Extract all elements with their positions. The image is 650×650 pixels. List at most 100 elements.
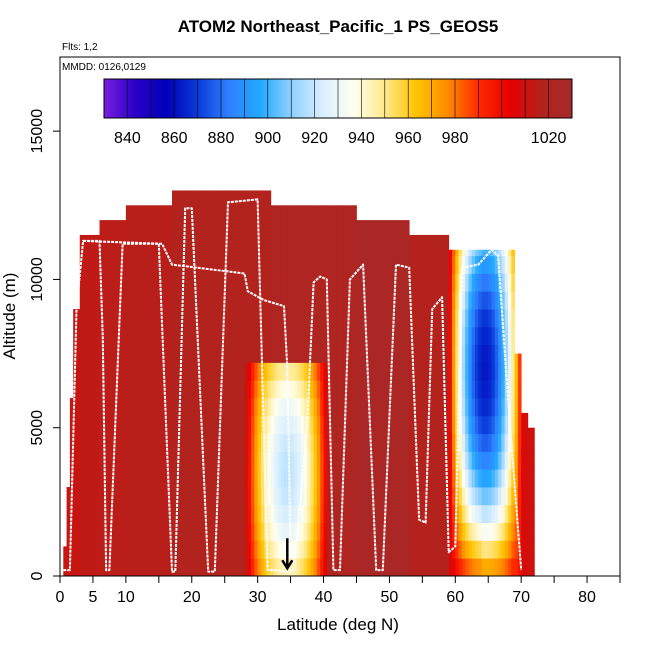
heatmap-cell xyxy=(234,398,239,417)
heatmap-cell xyxy=(419,234,423,239)
heatmap-cell xyxy=(125,362,130,381)
heatmap-cell xyxy=(122,237,127,257)
heatmap-cell xyxy=(412,309,417,328)
heatmap-cell xyxy=(531,427,535,435)
heatmap-cell xyxy=(260,362,265,381)
heatmap-cell xyxy=(185,433,189,452)
heatmap-cell xyxy=(300,398,305,417)
heatmap-cell xyxy=(92,237,97,257)
heatmap-cell xyxy=(478,433,483,452)
heatmap-cell xyxy=(415,234,420,239)
heatmap-cell xyxy=(494,380,499,399)
heatmap-cell xyxy=(208,415,212,435)
heatmap-cell xyxy=(399,220,403,239)
heatmap-cell xyxy=(122,451,127,470)
heatmap-cell xyxy=(382,415,387,435)
heatmap-cell xyxy=(481,415,486,435)
heatmap-cell xyxy=(83,291,87,310)
heatmap-cell xyxy=(366,291,371,310)
heatmap-cell xyxy=(297,291,301,310)
heatmap-cell xyxy=(247,469,252,488)
chart-title: ATOM2 Northeast_Pacific_1 PS_GEOS5 xyxy=(178,17,499,36)
heatmap-cell xyxy=(264,398,268,417)
heatmap-cell xyxy=(330,291,334,310)
heatmap-cell xyxy=(112,255,117,274)
heatmap-cell xyxy=(524,504,529,524)
heatmap-cell xyxy=(155,326,160,346)
heatmap-cell xyxy=(369,326,374,346)
heatmap-cell xyxy=(260,451,265,470)
heatmap-cell xyxy=(188,362,193,381)
heatmap-cell xyxy=(349,273,354,292)
heatmap-cell xyxy=(478,249,483,257)
heatmap-cell xyxy=(504,433,509,452)
x-tick-label: 0 xyxy=(56,589,65,606)
heatmap-cell xyxy=(251,220,255,239)
heatmap-cell xyxy=(116,220,120,239)
heatmap-cell xyxy=(310,398,315,417)
heatmap-cell xyxy=(158,309,163,328)
heatmap-cell xyxy=(234,190,239,203)
heatmap-cell xyxy=(152,362,156,381)
heatmap-cell xyxy=(79,469,84,488)
heatmap-cell xyxy=(313,398,318,417)
heatmap-cell xyxy=(102,362,107,381)
heatmap-cell xyxy=(501,291,506,310)
heatmap-cell xyxy=(382,273,387,292)
heatmap-cell xyxy=(99,415,104,435)
heatmap-cell xyxy=(307,558,311,576)
heatmap-cell xyxy=(415,326,420,346)
heatmap-cell xyxy=(323,469,328,488)
heatmap-cell xyxy=(211,255,216,274)
heatmap-cell xyxy=(369,220,374,239)
heatmap-cell xyxy=(330,309,334,328)
heatmap-cell xyxy=(524,415,529,435)
heatmap-cell xyxy=(336,255,341,274)
heatmap-cell xyxy=(181,558,186,576)
heatmap-cell xyxy=(458,487,463,506)
heatmap-cell xyxy=(303,540,308,559)
heatmap-cell xyxy=(336,433,341,452)
heatmap-cell xyxy=(471,522,476,541)
heatmap-cell xyxy=(396,380,400,399)
heatmap-cell xyxy=(270,291,275,310)
heatmap-cell xyxy=(254,273,259,292)
heatmap-cell xyxy=(211,202,216,221)
heatmap-cell xyxy=(445,398,450,417)
heatmap-cell xyxy=(402,504,407,524)
heatmap-cell xyxy=(79,291,84,310)
heatmap-cell xyxy=(392,504,397,524)
heatmap-cell xyxy=(162,487,166,506)
heatmap-cell xyxy=(402,237,407,257)
heatmap-cell xyxy=(122,273,127,292)
heatmap-cell xyxy=(181,433,186,452)
heatmap-cell xyxy=(491,291,496,310)
heatmap-cell xyxy=(494,504,499,524)
heatmap-cell xyxy=(208,190,212,203)
heatmap-cell xyxy=(531,469,535,488)
heatmap-cell xyxy=(122,469,127,488)
heatmap-cell xyxy=(237,469,242,488)
heatmap-cell xyxy=(372,273,377,292)
heatmap-cell xyxy=(527,540,532,559)
heatmap-cell xyxy=(198,558,203,576)
heatmap-cell xyxy=(191,291,196,310)
heatmap-cell xyxy=(511,255,515,274)
heatmap-cell xyxy=(471,469,476,488)
heatmap-cell xyxy=(320,237,324,257)
heatmap-cell xyxy=(323,398,328,417)
heatmap-cell xyxy=(428,522,433,541)
heatmap-cell xyxy=(359,380,364,399)
heatmap-cell xyxy=(135,415,140,435)
heatmap-cell xyxy=(158,504,163,524)
heatmap-cell xyxy=(260,255,265,274)
heatmap-cell xyxy=(465,451,469,470)
heatmap-cell xyxy=(353,522,357,541)
heatmap-cell xyxy=(185,487,189,506)
heatmap-cell xyxy=(106,522,110,541)
heatmap-cell xyxy=(363,326,367,346)
heatmap-cell xyxy=(155,558,160,576)
heatmap-cell xyxy=(488,469,492,488)
heatmap-cell xyxy=(89,433,94,452)
heatmap-cell xyxy=(106,237,110,257)
